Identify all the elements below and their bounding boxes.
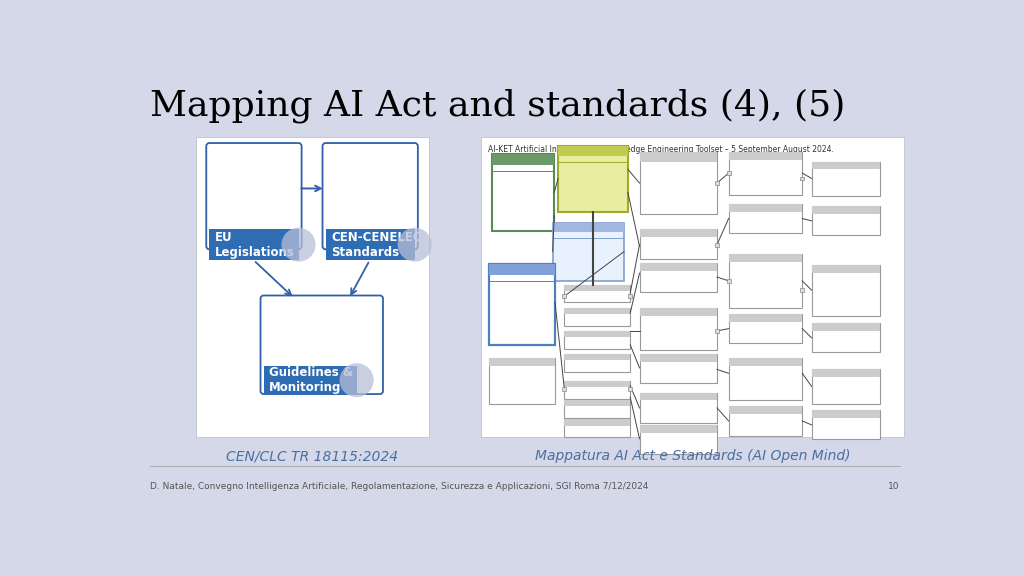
Bar bbox=[715, 242, 719, 247]
Bar bbox=[640, 229, 717, 259]
Bar bbox=[562, 386, 566, 391]
Text: D. Natale, Convegno Intelligenza Artificiale, Regolamentazione, Sicurezza e Appl: D. Natale, Convegno Intelligenza Artific… bbox=[150, 482, 648, 491]
Bar bbox=[729, 254, 802, 308]
Bar bbox=[640, 354, 717, 383]
Bar bbox=[812, 410, 880, 439]
Bar bbox=[715, 329, 719, 333]
Bar bbox=[564, 381, 630, 387]
Text: CEN/CLC TR 18115:2024: CEN/CLC TR 18115:2024 bbox=[226, 449, 398, 464]
Text: Guidelines &
Monitoring: Guidelines & Monitoring bbox=[269, 366, 353, 394]
Bar bbox=[812, 323, 880, 353]
Bar bbox=[640, 308, 717, 350]
FancyBboxPatch shape bbox=[206, 143, 302, 249]
Bar bbox=[729, 314, 802, 321]
Bar bbox=[493, 154, 554, 165]
Text: AI-KET Artificial Intelligence – Knowledge Engineering Toolset – 5 September Aug: AI-KET Artificial Intelligence – Knowled… bbox=[487, 145, 834, 154]
Bar bbox=[629, 294, 632, 298]
Bar bbox=[558, 146, 628, 156]
Bar bbox=[812, 266, 880, 316]
Bar bbox=[489, 264, 555, 345]
Bar bbox=[729, 314, 802, 343]
Bar bbox=[729, 152, 802, 160]
Bar bbox=[564, 354, 630, 360]
Ellipse shape bbox=[397, 228, 432, 262]
Bar bbox=[489, 264, 555, 275]
Bar bbox=[629, 386, 632, 391]
Bar bbox=[640, 354, 717, 362]
Bar bbox=[489, 358, 555, 404]
Bar bbox=[564, 331, 630, 337]
Bar bbox=[729, 358, 802, 400]
Bar bbox=[493, 154, 554, 231]
Bar bbox=[263, 366, 356, 395]
Bar bbox=[564, 331, 630, 348]
FancyBboxPatch shape bbox=[323, 143, 418, 249]
Bar bbox=[729, 152, 802, 195]
Bar bbox=[729, 204, 802, 211]
Bar bbox=[564, 400, 630, 407]
Text: Mapping AI Act and standards (4), (5): Mapping AI Act and standards (4), (5) bbox=[150, 89, 845, 123]
Bar bbox=[729, 254, 802, 262]
Bar bbox=[640, 392, 717, 400]
Bar bbox=[209, 229, 299, 260]
Bar bbox=[729, 204, 802, 233]
Bar bbox=[640, 152, 717, 161]
Bar bbox=[812, 161, 880, 169]
Bar bbox=[564, 419, 630, 437]
Bar bbox=[812, 323, 880, 331]
Bar bbox=[812, 266, 880, 273]
Bar bbox=[564, 354, 630, 372]
Bar bbox=[729, 407, 802, 435]
Bar bbox=[812, 369, 880, 404]
Bar bbox=[640, 308, 717, 316]
Bar bbox=[640, 229, 717, 237]
FancyBboxPatch shape bbox=[260, 295, 383, 394]
Ellipse shape bbox=[282, 228, 315, 262]
Bar bbox=[729, 407, 802, 414]
Bar bbox=[640, 152, 717, 214]
Bar bbox=[727, 171, 730, 175]
Bar bbox=[801, 288, 804, 292]
Text: 10: 10 bbox=[889, 482, 900, 491]
Bar bbox=[812, 206, 880, 214]
Bar bbox=[640, 425, 717, 454]
Text: EU
Legislations: EU Legislations bbox=[215, 230, 295, 259]
Bar bbox=[553, 223, 624, 232]
Bar bbox=[564, 285, 630, 302]
Bar bbox=[727, 279, 730, 283]
Bar bbox=[640, 263, 717, 293]
Bar bbox=[564, 308, 630, 325]
Bar bbox=[640, 263, 717, 271]
Bar bbox=[564, 419, 630, 426]
Bar bbox=[801, 176, 804, 180]
Bar bbox=[715, 181, 719, 185]
Bar bbox=[564, 400, 630, 418]
Bar bbox=[812, 161, 880, 196]
Bar bbox=[481, 137, 904, 437]
Bar bbox=[553, 223, 624, 281]
Bar bbox=[326, 229, 415, 260]
Text: CEN-CENELEC
Standards: CEN-CENELEC Standards bbox=[331, 230, 422, 259]
Ellipse shape bbox=[340, 363, 374, 397]
Bar bbox=[562, 294, 566, 298]
Bar bbox=[564, 381, 630, 399]
Bar bbox=[640, 425, 717, 433]
Bar bbox=[489, 358, 555, 366]
Bar bbox=[564, 285, 630, 291]
Bar bbox=[812, 410, 880, 418]
Bar bbox=[640, 392, 717, 423]
Bar bbox=[558, 146, 628, 211]
Bar bbox=[812, 206, 880, 236]
Bar bbox=[812, 369, 880, 377]
Text: Mappatura AI Act e Standards (AI Open Mind): Mappatura AI Act e Standards (AI Open Mi… bbox=[535, 449, 850, 464]
Bar bbox=[729, 358, 802, 366]
Bar bbox=[564, 308, 630, 314]
Bar bbox=[197, 137, 429, 437]
